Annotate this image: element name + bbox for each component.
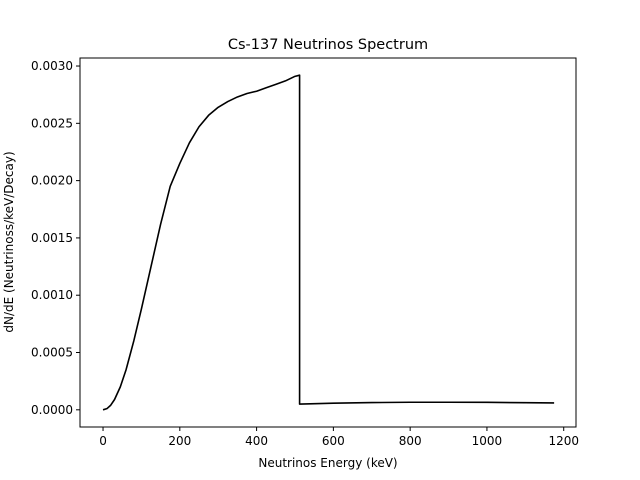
plot-frame — [79, 57, 577, 428]
y-axis-label: dN/dE (Neutrinoss/keV/Decay) — [2, 151, 16, 332]
x-tick-label: 200 — [168, 434, 191, 448]
y-tick-label: 0.0015 — [31, 231, 73, 245]
y-tick-label: 0.0025 — [31, 116, 73, 130]
y-tick-label: 0.0030 — [31, 59, 73, 73]
x-tick-label: 800 — [399, 434, 422, 448]
x-axis: 0 200 400 600 800 1000 1200 — [99, 427, 579, 448]
y-tick-label: 0.0020 — [31, 174, 73, 188]
y-tick-label: 0.0000 — [31, 403, 73, 417]
y-axis: 0.0000 0.0005 0.0010 0.0015 0.0020 0.0025 0.00… — [31, 59, 80, 417]
series-line-0 — [102, 74, 555, 411]
x-tick-label: 400 — [245, 434, 268, 448]
x-tick-label: 0 — [99, 434, 107, 448]
x-axis-label: Neutrinos Energy (keV) — [258, 456, 397, 470]
y-tick-label: 0.0005 — [31, 346, 73, 360]
x-tick-label: 1000 — [472, 434, 503, 448]
plot-area — [102, 74, 555, 411]
y-tick-label: 0.0010 — [31, 288, 73, 302]
x-tick-label: 600 — [322, 434, 345, 448]
x-tick-label: 1200 — [548, 434, 579, 448]
chart-title: Cs-137 Neutrinos Spectrum — [228, 37, 428, 53]
